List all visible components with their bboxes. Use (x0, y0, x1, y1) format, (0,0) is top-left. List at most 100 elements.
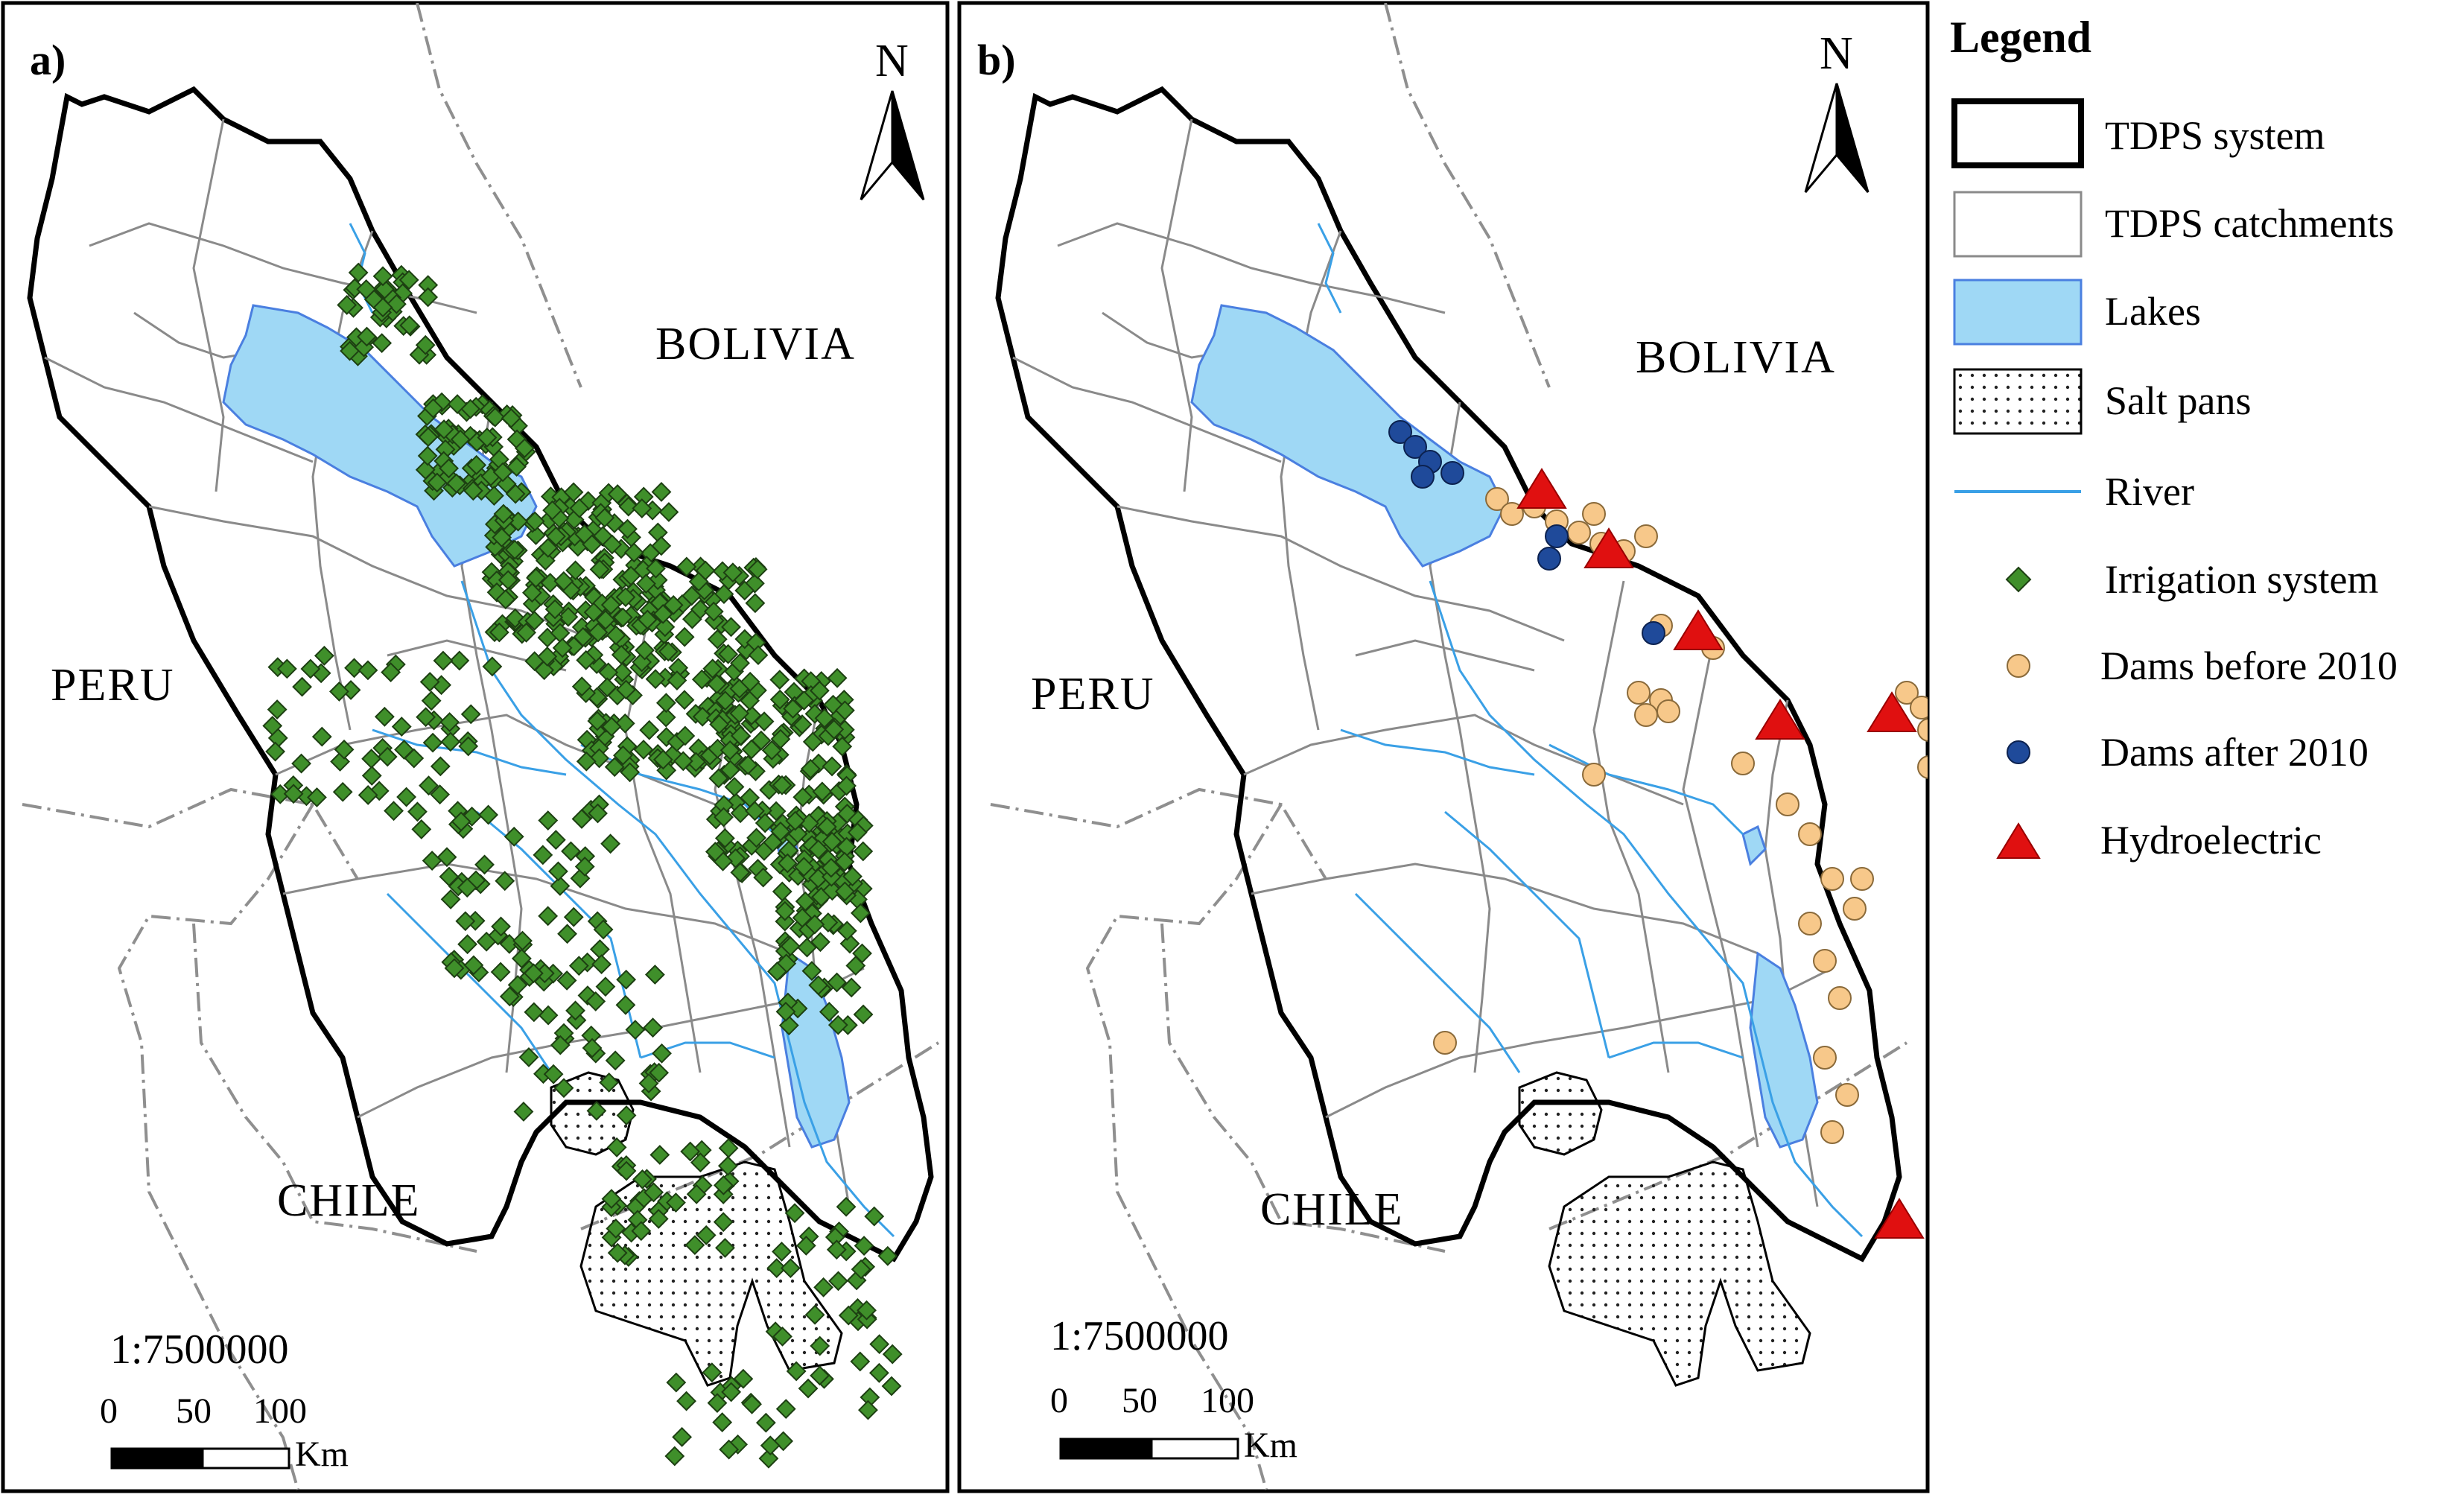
irrigation-point (823, 694, 843, 715)
irrigation-point (491, 916, 511, 937)
scale-tick-0: 0 (100, 1391, 118, 1431)
irrigation-point (702, 658, 723, 679)
panel-a-label: a) (30, 36, 66, 84)
irrigation-point (623, 542, 644, 563)
irrigation-point (550, 876, 571, 896)
country-label-bolivia: BOLIVIA (655, 319, 856, 369)
dam-after-2010 (1411, 465, 1435, 489)
irrigation-point (647, 570, 668, 591)
irrigation-point (533, 845, 553, 865)
legend-symbol-catchments (1953, 191, 2083, 258)
irrigation-point (703, 601, 724, 622)
panel-b-label: b) (977, 36, 1016, 84)
irrigation-point (851, 1259, 871, 1280)
scale-ratio: 1:7500000 (110, 1327, 289, 1373)
irrigation-point (486, 582, 507, 603)
irrigation-point (834, 700, 855, 721)
irrigation-point (507, 975, 528, 995)
irrigation-point (717, 1155, 738, 1176)
scale-bar: 1:7500000 0 50 100 Km (100, 1327, 349, 1474)
north-arrow-icon (891, 90, 925, 200)
dam-before-2010 (1582, 502, 1606, 526)
irrigation-point (748, 645, 769, 666)
irrigation-point (705, 842, 725, 862)
irrigation-point (418, 427, 439, 448)
dam-after-2010 (1403, 435, 1427, 459)
scale-tick-0: 0 (1050, 1381, 1068, 1420)
irrigation-point (824, 719, 845, 740)
irrigation-point (639, 720, 660, 740)
irrigation-point (535, 550, 556, 571)
irrigation-point (832, 736, 853, 757)
dam-before-2010 (1835, 1083, 1859, 1107)
irrigation-point (478, 804, 499, 825)
irrigation-point (733, 1368, 754, 1389)
irrigation-point (801, 961, 822, 982)
irrigation-point (783, 699, 803, 719)
irrigation-point (804, 914, 825, 935)
irrigation-point (746, 828, 766, 848)
irrigation-point (573, 626, 594, 647)
irrigation-point (407, 801, 428, 822)
irrigation-point (311, 726, 332, 747)
irrigation-point (714, 828, 735, 848)
irrigation-point (583, 602, 604, 623)
irrigation-point (730, 862, 751, 883)
irrigation-point (460, 704, 481, 725)
irrigation-point (557, 924, 577, 944)
country-border (580, 1041, 940, 1230)
irrigation-point (565, 560, 586, 581)
country-border (117, 803, 314, 1490)
irrigation-point (847, 822, 868, 843)
irrigation-point (633, 740, 654, 760)
irrigation-point (755, 1412, 776, 1433)
irrigation-point (328, 682, 349, 702)
irrigation-point (553, 571, 574, 591)
irrigation-point (374, 706, 395, 727)
irrigation-point (292, 676, 312, 697)
irrigation-system-points (262, 262, 903, 1469)
country-label-chile: CHILE (1260, 1184, 1404, 1235)
irrigation-point (674, 626, 695, 647)
irrigation-point (635, 640, 655, 661)
irrigation-point (719, 740, 740, 760)
irrigation-point (457, 877, 477, 898)
irrigation-point (458, 736, 479, 757)
irrigation-point (655, 693, 676, 714)
irrigation-point (582, 534, 603, 555)
irrigation-point (372, 266, 393, 287)
hydroelectric-point (1867, 691, 1917, 732)
irrigation-point (836, 921, 857, 941)
irrigation-point (850, 1351, 871, 1372)
irrigation-point (800, 758, 821, 779)
irrigation-point (776, 953, 797, 974)
irrigation-point (836, 1196, 857, 1217)
irrigation-point (767, 961, 787, 982)
irrigation-point (858, 1400, 878, 1420)
irrigation-point (571, 809, 592, 829)
dam-after-2010 (1642, 621, 1665, 645)
scale-tick-50: 50 (176, 1391, 212, 1431)
irrigation-point (695, 560, 716, 581)
irrigation-point (649, 1145, 670, 1165)
irrigation-point (707, 629, 728, 649)
irrigation-point (552, 638, 573, 658)
irrigation-point (834, 881, 855, 902)
irrigation-point (714, 807, 734, 828)
irrigation-point (652, 749, 673, 770)
irrigation-point (718, 1138, 739, 1158)
irrigation-point (501, 407, 521, 428)
irrigation-point (632, 498, 652, 518)
dam-before-2010 (1820, 1120, 1844, 1144)
irrigation-point (386, 293, 407, 314)
irrigation-point (594, 507, 615, 528)
irrigation-point (827, 1014, 848, 1035)
irrigation-point (391, 717, 412, 737)
irrigation-point (565, 1000, 585, 1021)
irrigation-point (780, 1258, 801, 1279)
irrigation-point (538, 810, 559, 830)
irrigation-point (827, 972, 847, 993)
irrigation-point (381, 662, 401, 682)
scale-bar: 1:7500000 0 50 100 Km (1050, 1313, 1297, 1465)
irrigation-point (545, 830, 566, 850)
